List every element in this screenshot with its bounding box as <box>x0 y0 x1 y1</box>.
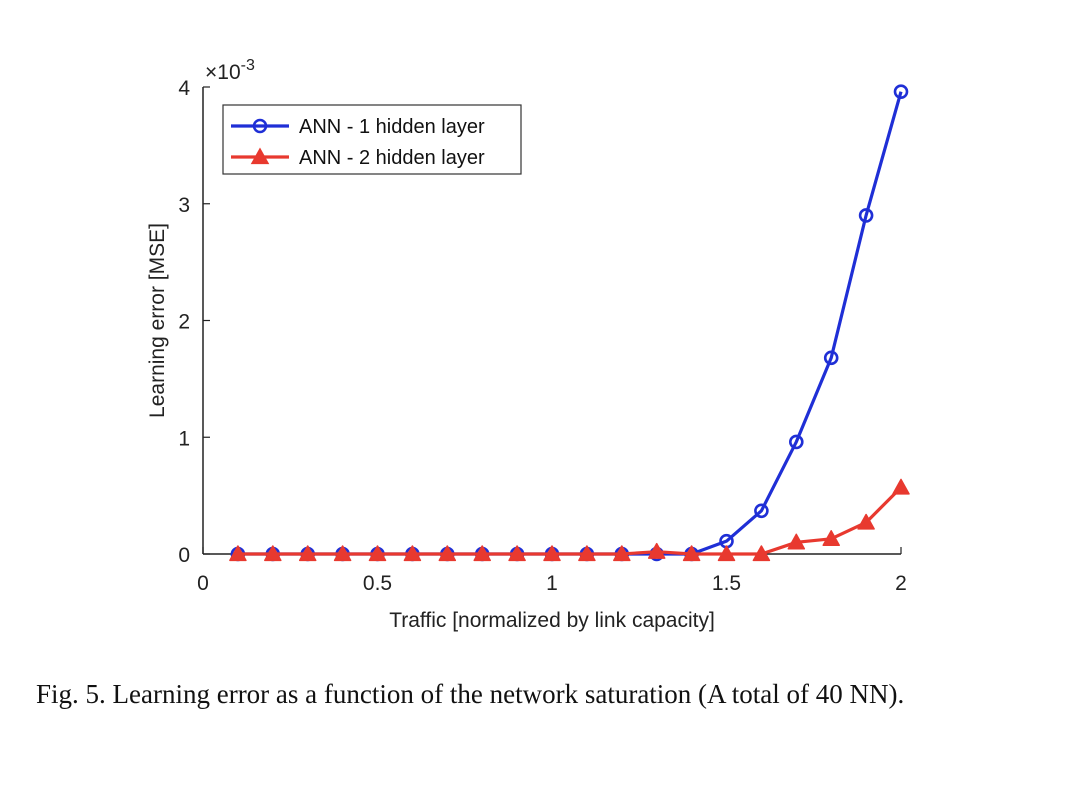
x-tick-label: 0 <box>197 572 209 595</box>
legend-item: ANN - 2 hidden layer <box>231 147 485 169</box>
data-point <box>717 545 736 562</box>
legend-marker <box>250 147 270 165</box>
data-point <box>787 533 806 550</box>
y-tick-label: 0 <box>178 544 190 567</box>
data-point <box>403 545 422 562</box>
y-tick-label: 4 <box>178 77 190 100</box>
x-tick-label: 0.5 <box>363 572 392 595</box>
data-point <box>508 545 526 562</box>
legend-box <box>222 104 522 175</box>
data-point <box>333 545 352 562</box>
legend-marker <box>252 118 268 134</box>
data-point <box>613 545 631 562</box>
data-point <box>823 350 839 366</box>
data-point <box>543 545 561 562</box>
data-point <box>858 208 874 223</box>
data-point <box>893 84 909 99</box>
y-axis-exponent-power: -3 <box>241 57 255 74</box>
y-axis-exponent: ×10-3 <box>205 57 255 84</box>
legend-label: ANN - 2 hidden layer <box>299 147 485 169</box>
x-tick-label: 1.5 <box>712 572 741 595</box>
legend-item: ANN - 1 hidden layer <box>231 116 485 138</box>
data-point <box>788 434 804 450</box>
data-point <box>892 478 910 495</box>
data-point <box>473 545 491 562</box>
data-point <box>647 542 666 559</box>
data-point <box>264 545 282 562</box>
y-axis-ticks: 0 1 2 3 4 <box>178 77 210 567</box>
x-axis-ticks: 0 0.5 1 1.5 2 <box>197 547 907 595</box>
data-point <box>578 545 596 562</box>
data-point <box>368 545 387 562</box>
series-2 <box>229 478 910 562</box>
legend-label: ANN - 1 hidden layer <box>299 116 485 138</box>
data-point <box>682 545 701 562</box>
y-tick-label: 3 <box>178 194 190 217</box>
data-point <box>438 545 457 562</box>
y-tick-label: 1 <box>178 427 190 450</box>
data-point <box>857 513 875 530</box>
data-point <box>229 545 247 562</box>
data-point <box>822 530 840 546</box>
series-group <box>229 84 910 562</box>
data-point <box>298 545 317 562</box>
data-point <box>752 545 771 562</box>
data-point <box>754 503 769 519</box>
figure-caption: Fig. 5. Learning error as a function of … <box>36 679 905 709</box>
y-tick-label: 2 <box>178 311 190 334</box>
y-axis-label: Learning error [MSE] <box>146 223 169 418</box>
legend: ANN - 1 hidden layer ANN - 2 hidden layer <box>222 104 522 175</box>
y-axis-exponent-base: ×10 <box>205 61 241 84</box>
x-tick-label: 2 <box>895 572 907 595</box>
line-chart: 0 0.5 1 1.5 2 0 1 2 3 4 Traffic [normalized by l… <box>146 57 910 632</box>
x-axis-label: Traffic [normalized by link capacity] <box>389 609 715 632</box>
x-tick-label: 1 <box>546 572 558 595</box>
